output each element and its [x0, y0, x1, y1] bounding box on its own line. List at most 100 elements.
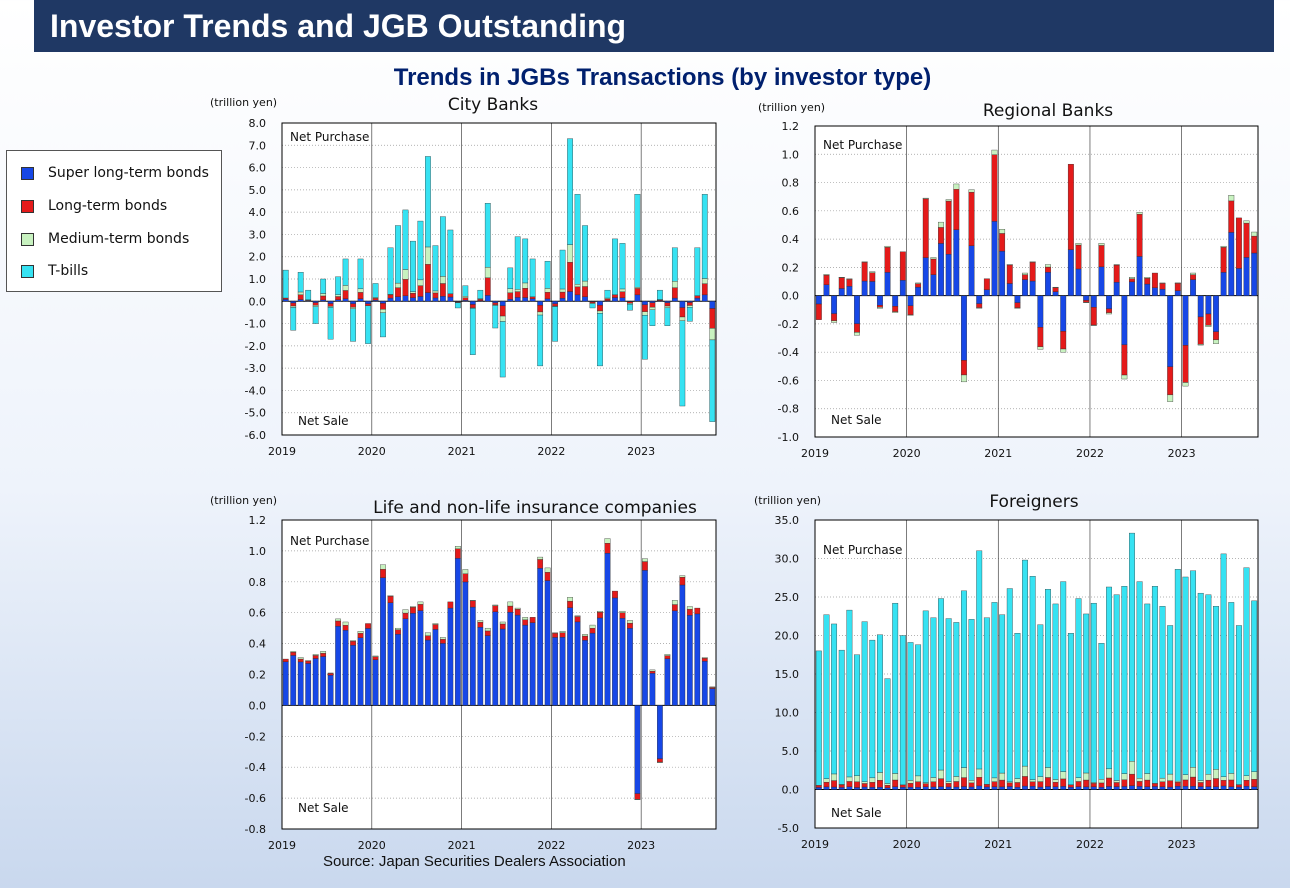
bar-segment-city: [395, 282, 401, 288]
y-tick-label-regional: -0.2: [778, 318, 799, 331]
x-tick-label-foreigners: 2020: [893, 838, 921, 851]
bar-segment-foreigners: [930, 777, 937, 782]
bar-segment-foreigners: [1228, 786, 1235, 790]
bar-segment-insurance: [335, 625, 341, 706]
page-banner: Investor Trends and JGB Outstanding: [34, 0, 1274, 52]
bar-segment-insurance: [380, 564, 386, 570]
bar-segment-city: [507, 288, 514, 293]
bar-segment-regional: [1205, 325, 1212, 327]
bar-segment-regional: [1190, 272, 1197, 275]
bar-segment-foreigners: [968, 782, 975, 788]
bar-segment-city: [327, 307, 334, 340]
bar-segment-foreigners: [907, 787, 914, 790]
bar-segment-insurance: [507, 605, 514, 613]
bar-segment-foreigners: [938, 769, 944, 779]
bar-segment-city: [582, 286, 588, 297]
bar-segment-city: [447, 293, 454, 298]
bar-segment-regional: [1190, 274, 1197, 280]
bar-segment-foreigners: [1121, 786, 1128, 790]
bar-segment-foreigners: [1129, 532, 1135, 762]
bar-segment-regional: [1174, 282, 1181, 284]
bar-segment-regional: [953, 189, 960, 230]
bar-segment-foreigners: [1006, 588, 1013, 783]
unit-label-foreigners: (trillion yen): [754, 494, 821, 507]
bar-segment-city: [537, 311, 544, 316]
bar-segment-city: [297, 291, 304, 295]
bar-segment-city: [514, 236, 521, 290]
bar-segment-insurance: [544, 567, 551, 573]
bar-segment-regional: [961, 295, 967, 361]
bar-segment-city: [642, 304, 648, 312]
bar-segment-regional: [1006, 283, 1013, 296]
bar-segment-foreigners: [1174, 569, 1181, 782]
bar-segment-foreigners: [884, 783, 891, 786]
bar-segment-foreigners: [1106, 777, 1112, 787]
bar-segment-insurance: [514, 614, 521, 706]
bar-segment-insurance: [694, 613, 701, 706]
bar-segment-city: [484, 277, 491, 296]
y-tick-label-insurance: 1.2: [249, 514, 267, 527]
bar-segment-city: [432, 245, 439, 292]
bar-segment-city: [709, 339, 716, 422]
bar-segment-insurance: [559, 632, 566, 638]
bar-segment-insurance: [574, 616, 581, 623]
bar-segment-insurance: [432, 624, 439, 630]
bar-segment-foreigners: [1167, 786, 1174, 790]
bar-segment-foreigners: [1159, 777, 1166, 782]
bar-segment-foreigners: [1174, 786, 1181, 790]
bar-segment-foreigners: [1151, 586, 1158, 784]
bar-segment-foreigners: [938, 786, 944, 790]
x-tick-label-insurance: 2019: [268, 839, 296, 852]
bar-segment-city: [297, 294, 304, 300]
bar-segment-city: [380, 303, 386, 310]
bar-segment-city: [522, 238, 529, 284]
net-sale-label-city: Net Sale: [298, 414, 349, 428]
bar-segment-city: [552, 306, 558, 342]
bar-segment-insurance: [589, 632, 596, 706]
bar-segment-foreigners: [1144, 786, 1151, 790]
bar-segment-insurance: [537, 568, 544, 706]
bar-segment-city: [679, 320, 686, 407]
bar-segment-foreigners: [1243, 785, 1250, 790]
bar-segment-city: [342, 290, 349, 299]
bar-segment-regional: [1144, 278, 1151, 285]
bar-segment-insurance: [664, 655, 671, 659]
bar-segment-insurance: [432, 623, 439, 625]
bar-segment-regional: [1045, 266, 1051, 273]
bar-segment-city: [320, 293, 327, 297]
bar-segment-city: [440, 216, 446, 277]
bar-segment-regional: [1029, 280, 1036, 296]
x-tick-label-insurance: 2021: [448, 839, 476, 852]
bar-segment-city: [701, 278, 708, 284]
bar-segment-foreigners: [1190, 776, 1197, 787]
bar-segment-city: [604, 289, 611, 299]
bar-segment-city: [664, 302, 671, 307]
bar-segment-regional: [1174, 290, 1181, 296]
bar-segment-foreigners: [1029, 779, 1036, 782]
bar-segment-city: [462, 285, 469, 297]
bar-segment-city: [634, 294, 641, 302]
bar-segment-foreigners: [1129, 773, 1135, 786]
bar-segment-regional: [1151, 272, 1158, 288]
bar-segment-regional: [869, 281, 876, 296]
bar-segment-regional: [1052, 291, 1059, 296]
plot-frame-insurance: [281, 519, 717, 830]
bar-segment-foreigners: [1052, 786, 1059, 790]
bar-segment-regional: [953, 229, 960, 296]
bar-segment-foreigners: [1106, 786, 1112, 790]
bar-segment-insurance: [514, 609, 521, 616]
bar-segment-insurance: [604, 538, 611, 544]
bar-segment-insurance: [305, 663, 312, 706]
bar-segment-city: [365, 301, 371, 305]
y-tick-label-city: 5.0: [249, 184, 267, 197]
bar-segment-regional: [892, 306, 899, 312]
bar-segment-insurance: [499, 628, 506, 706]
bar-segment-city: [447, 296, 454, 302]
bar-segment-regional: [1022, 272, 1028, 275]
bar-segment-foreigners: [1235, 784, 1242, 788]
bar-segment-foreigners: [1083, 779, 1090, 788]
bar-segment-city: [290, 305, 297, 308]
bar-segment-regional: [1052, 287, 1059, 292]
bar-segment-insurance: [484, 635, 491, 706]
bar-segment-foreigners: [976, 777, 983, 787]
